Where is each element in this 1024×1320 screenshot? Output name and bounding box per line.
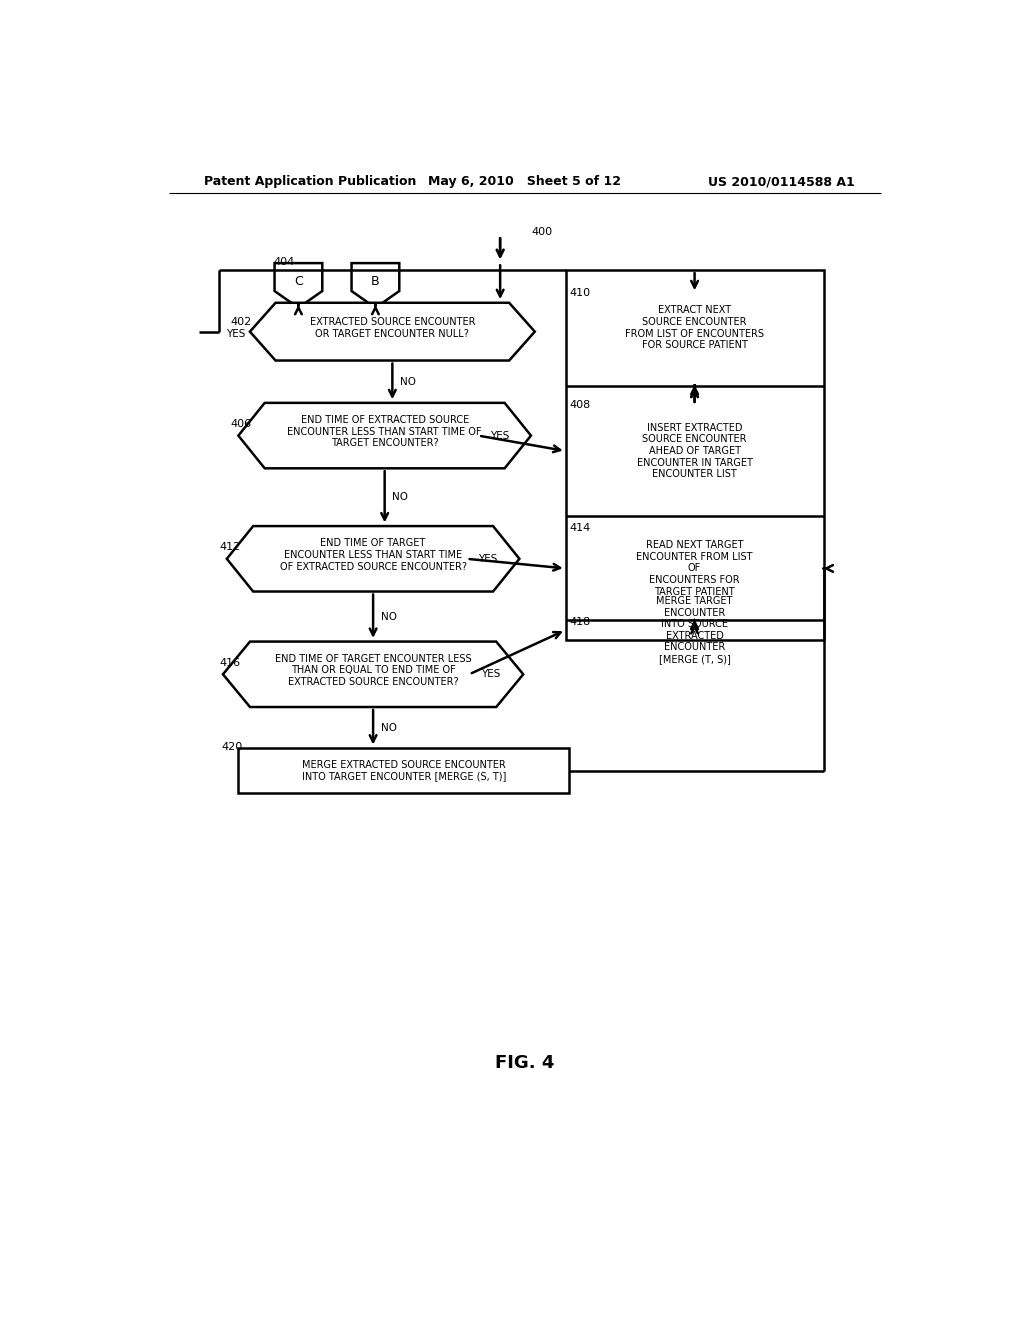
Text: 420: 420: [221, 742, 243, 752]
Text: FIG. 4: FIG. 4: [496, 1055, 554, 1072]
Text: END TIME OF TARGET
ENCOUNTER LESS THAN START TIME
OF EXTRACTED SOURCE ENCOUNTER?: END TIME OF TARGET ENCOUNTER LESS THAN S…: [280, 539, 467, 572]
Text: EXTRACT NEXT
SOURCE ENCOUNTER
FROM LIST OF ENCOUNTERS
FOR SOURCE PATIENT: EXTRACT NEXT SOURCE ENCOUNTER FROM LIST …: [625, 305, 764, 350]
Polygon shape: [226, 527, 519, 591]
Text: END TIME OF TARGET ENCOUNTER LESS
THAN OR EQUAL TO END TIME OF
EXTRACTED SOURCE : END TIME OF TARGET ENCOUNTER LESS THAN O…: [274, 653, 471, 686]
Text: READ NEXT TARGET
ENCOUNTER FROM LIST
OF
ENCOUNTERS FOR
TARGET PATIENT: READ NEXT TARGET ENCOUNTER FROM LIST OF …: [636, 540, 753, 597]
Text: END TIME OF EXTRACTED SOURCE
ENCOUNTER LESS THAN START TIME OF
TARGET ENCOUNTER?: END TIME OF EXTRACTED SOURCE ENCOUNTER L…: [288, 416, 482, 449]
Text: YES: YES: [226, 329, 246, 339]
Polygon shape: [351, 263, 399, 308]
Text: 418: 418: [569, 616, 591, 627]
Text: Patent Application Publication: Patent Application Publication: [204, 176, 416, 187]
Bar: [239, 748, 569, 793]
Text: 402: 402: [230, 317, 252, 326]
Bar: [565, 271, 823, 640]
Polygon shape: [274, 263, 323, 308]
Text: NO: NO: [400, 376, 416, 387]
Text: 416: 416: [219, 657, 241, 668]
Text: 408: 408: [569, 400, 591, 409]
Text: 400: 400: [531, 227, 552, 236]
Text: NO: NO: [381, 722, 397, 733]
Text: 412: 412: [219, 543, 241, 552]
Text: 404: 404: [273, 257, 294, 268]
Text: B: B: [371, 275, 380, 288]
Text: MERGE EXTRACTED SOURCE ENCOUNTER
INTO TARGET ENCOUNTER [MERGE (S, T)]: MERGE EXTRACTED SOURCE ENCOUNTER INTO TA…: [302, 760, 506, 781]
Polygon shape: [239, 403, 531, 469]
Text: May 6, 2010   Sheet 5 of 12: May 6, 2010 Sheet 5 of 12: [428, 176, 622, 187]
Text: YES: YES: [480, 669, 500, 680]
Polygon shape: [250, 302, 535, 360]
Text: 410: 410: [569, 288, 591, 298]
Text: MERGE TARGET
ENCOUNTER
INTO SOURCE
EXTRACTED
ENCOUNTER
[MERGE (T, S)]: MERGE TARGET ENCOUNTER INTO SOURCE EXTRA…: [656, 597, 733, 664]
Polygon shape: [223, 642, 523, 708]
Text: NO: NO: [392, 492, 409, 502]
Text: YES: YES: [478, 554, 498, 564]
Text: US 2010/0114588 A1: US 2010/0114588 A1: [708, 176, 854, 187]
Text: EXTRACTED SOURCE ENCOUNTER
OR TARGET ENCOUNTER NULL?: EXTRACTED SOURCE ENCOUNTER OR TARGET ENC…: [309, 317, 475, 339]
Text: 406: 406: [230, 418, 252, 429]
Text: INSERT EXTRACTED
SOURCE ENCOUNTER
AHEAD OF TARGET
ENCOUNTER IN TARGET
ENCOUNTER : INSERT EXTRACTED SOURCE ENCOUNTER AHEAD …: [637, 422, 753, 479]
Text: YES: YES: [489, 430, 509, 441]
Text: NO: NO: [381, 611, 397, 622]
Text: C: C: [294, 275, 303, 288]
Text: 414: 414: [569, 523, 591, 533]
